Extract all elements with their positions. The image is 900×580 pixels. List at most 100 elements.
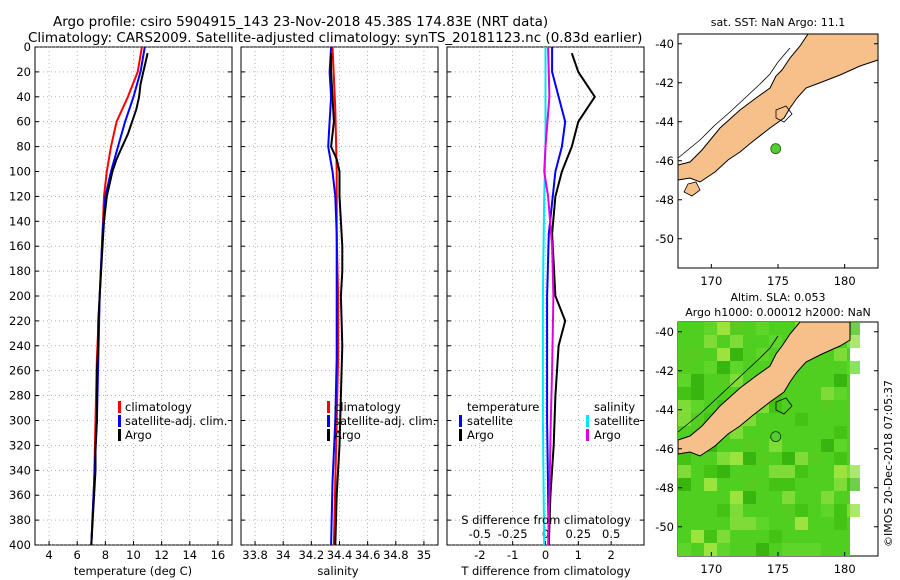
sla-tile	[808, 543, 821, 556]
legend-temperature-title: temperature	[467, 400, 539, 414]
sst-map-land	[677, 33, 879, 197]
difference-panel: -2 -1 0 1 2 -0.5 -0.25 0 0.25 0.5 S difference f…	[446, 46, 645, 578]
sla-tile	[769, 530, 782, 543]
x-tick-label: 12	[154, 548, 169, 562]
salinity-series	[327, 46, 344, 546]
sla-tile	[717, 374, 730, 387]
x-tick-label: 1	[575, 548, 582, 562]
sla-tile	[691, 348, 704, 361]
x-tick-label: -1	[507, 548, 518, 562]
temperature-series	[90, 46, 149, 546]
lat-tick-label: -44	[655, 115, 674, 129]
legend-climatology: climatology	[334, 400, 401, 414]
x-tick-label: 34	[276, 548, 291, 562]
x-tick-label: -2	[474, 548, 485, 562]
argo-float-position	[770, 143, 782, 155]
sla-tile	[769, 465, 782, 478]
sla-tile	[834, 465, 847, 478]
sla-tile	[795, 452, 808, 465]
legend-marker-climatology	[327, 401, 330, 413]
depth-tick-label: 340	[9, 463, 31, 477]
salinity-xlabel: salinity	[317, 564, 358, 578]
sst-lat-ticks: -40 -42 -44 -46 -48 -50	[655, 37, 878, 246]
temperature-tick-labels: 4 6 8 10 12 14 16	[45, 548, 225, 562]
sla-tile	[730, 322, 743, 335]
sla-tile	[704, 361, 717, 374]
sla-tile	[717, 348, 730, 361]
sla-tile	[691, 530, 704, 543]
sla-map-land	[677, 321, 851, 457]
x-tick-label: 34.4	[327, 548, 353, 562]
depth-tick-label: 200	[9, 289, 31, 303]
x-tick-label: 35	[417, 548, 432, 562]
sla-tile	[756, 348, 769, 361]
new-zealand-land	[677, 321, 851, 457]
sla-tile	[782, 452, 795, 465]
series-line-climatology	[90, 46, 143, 546]
sla-lat-ticks: -40 -42 -44 -46 -48 -50	[655, 325, 878, 534]
sla-tile	[691, 387, 704, 400]
sla-tile	[795, 517, 808, 530]
x-tick-label: 10	[126, 548, 141, 562]
sla-tile	[795, 543, 808, 556]
sst-map-panel: sat. SST: NaN Argo: 11.1 -40 -42 -44 -46 -48…	[655, 16, 879, 288]
sla-tile	[821, 387, 834, 400]
sla-tile	[834, 517, 847, 530]
difference-grid	[447, 46, 644, 546]
sla-tile	[678, 543, 691, 556]
sla-tile	[704, 478, 717, 491]
sla-tile	[743, 478, 756, 491]
sla-tile	[717, 543, 730, 556]
s-tick-label: 0	[542, 527, 549, 541]
sla-tile	[678, 387, 691, 400]
sla-tile	[678, 361, 691, 374]
sla-tile	[782, 504, 795, 517]
sla-tile	[678, 452, 691, 465]
sla-tile	[808, 452, 821, 465]
x-tick-label: 34.2	[299, 548, 325, 562]
x-tick-label: 6	[74, 548, 81, 562]
sla-tile	[782, 478, 795, 491]
depth-tick-label: 0	[24, 40, 31, 54]
lat-tick-label: -42	[655, 76, 674, 90]
sla-tile	[691, 374, 704, 387]
sla-tile	[769, 478, 782, 491]
sla-tile	[795, 465, 808, 478]
sla-tile	[730, 491, 743, 504]
legend-t-argo: Argo	[467, 428, 494, 442]
sla-tile	[834, 374, 847, 387]
legend-marker-satellite	[118, 415, 121, 427]
sla-tile	[704, 543, 717, 556]
lat-tick-label: -44	[655, 403, 674, 417]
sla-tile	[730, 348, 743, 361]
sla-map-title-2: Argo h1000: 0.00012 h2000: NaN	[685, 306, 871, 319]
sla-tile	[717, 452, 730, 465]
depth-tick-label: 220	[9, 314, 31, 328]
sla-tile	[795, 504, 808, 517]
legend-marker-s-argo	[586, 429, 589, 441]
sla-tile	[678, 374, 691, 387]
sla-tile	[691, 413, 704, 426]
sla-tile	[743, 452, 756, 465]
depth-tick-label: 140	[9, 214, 31, 228]
lat-tick-label: -46	[655, 442, 674, 456]
sla-tile	[730, 517, 743, 530]
sla-tile	[769, 400, 782, 413]
x-tick-label: 34.6	[355, 548, 381, 562]
sla-tile	[730, 361, 743, 374]
lat-tick-label: -42	[655, 364, 674, 378]
legend-marker-climatology	[118, 401, 121, 413]
x-tick-label: 14	[182, 548, 197, 562]
sla-tile	[678, 465, 691, 478]
sla-tile	[821, 400, 834, 413]
sla-tile	[730, 504, 743, 517]
legend-argo: Argo	[334, 428, 361, 442]
sla-tile	[743, 517, 756, 530]
depth-tick-label: 40	[16, 90, 31, 104]
lat-tick-label: -46	[655, 154, 674, 168]
sla-tile	[704, 530, 717, 543]
legend-marker-satellite	[327, 415, 330, 427]
legend-t-satellite: satellite	[467, 414, 513, 428]
shelf-contour	[677, 335, 779, 433]
legend-marker-argo	[118, 429, 121, 441]
